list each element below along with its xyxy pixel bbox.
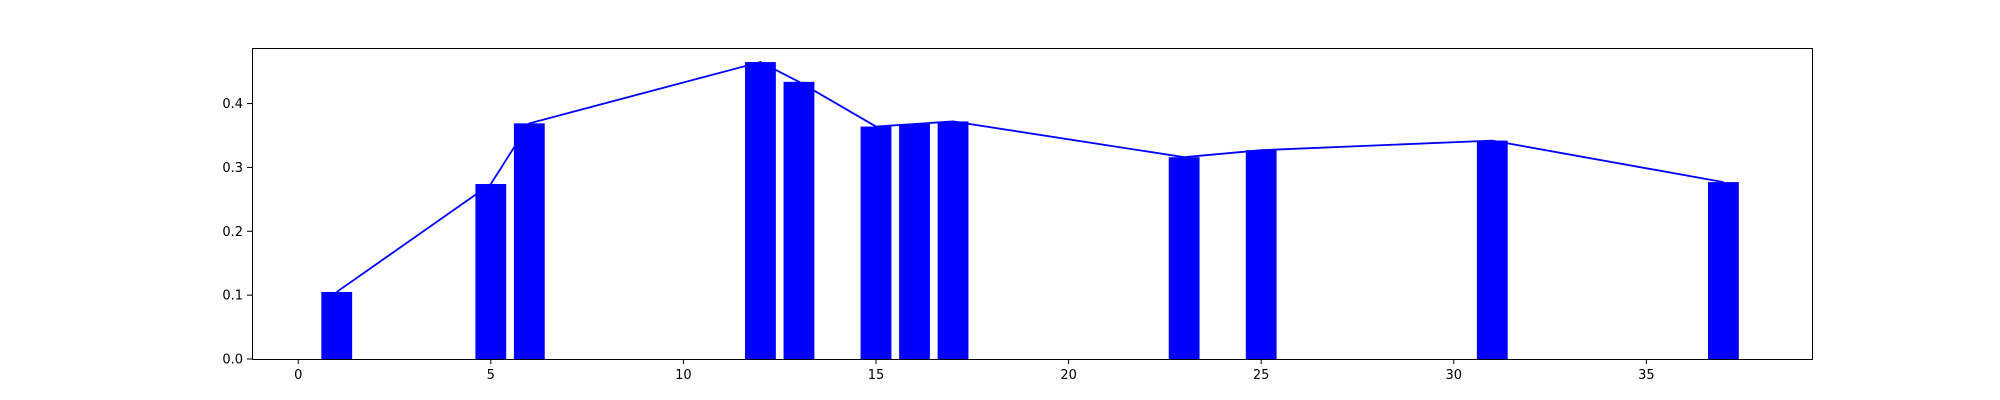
y-tick-label: 0.3 [222, 161, 243, 176]
bar [860, 126, 892, 360]
bar [513, 123, 545, 359]
x-tick-label: 20 [1060, 368, 1077, 383]
y-tick-label: 0.1 [222, 289, 243, 304]
y-tick-label: 0.2 [222, 225, 243, 240]
bar [937, 121, 969, 359]
x-tick-label: 10 [675, 368, 692, 383]
bar [899, 123, 930, 360]
y-axis: 0.0 0.1 0.2 0.3 0.4 [222, 97, 252, 368]
x-tick-label: 5 [487, 368, 495, 383]
x-tick-label: 30 [1446, 368, 1463, 383]
bar [321, 291, 353, 359]
y-tick-label: 0.4 [222, 97, 243, 112]
bar [745, 62, 776, 359]
bar [475, 184, 507, 359]
bar [1476, 140, 1508, 359]
bar [1168, 157, 1200, 359]
bar [783, 81, 815, 359]
line-layer [336, 61, 1724, 293]
y-tick-label: 0.0 [222, 353, 243, 368]
series-line [336, 61, 1724, 293]
plot-frame [252, 48, 1813, 360]
x-axis: 0 5 10 15 20 25 30 35 [294, 359, 1655, 383]
x-tick-label: 15 [868, 368, 885, 383]
bar [1708, 182, 1739, 359]
bar [1245, 150, 1277, 359]
x-tick-label: 0 [294, 368, 302, 383]
bars-layer [321, 62, 1739, 360]
x-tick-label: 25 [1253, 368, 1270, 383]
x-tick-label: 35 [1638, 368, 1655, 383]
